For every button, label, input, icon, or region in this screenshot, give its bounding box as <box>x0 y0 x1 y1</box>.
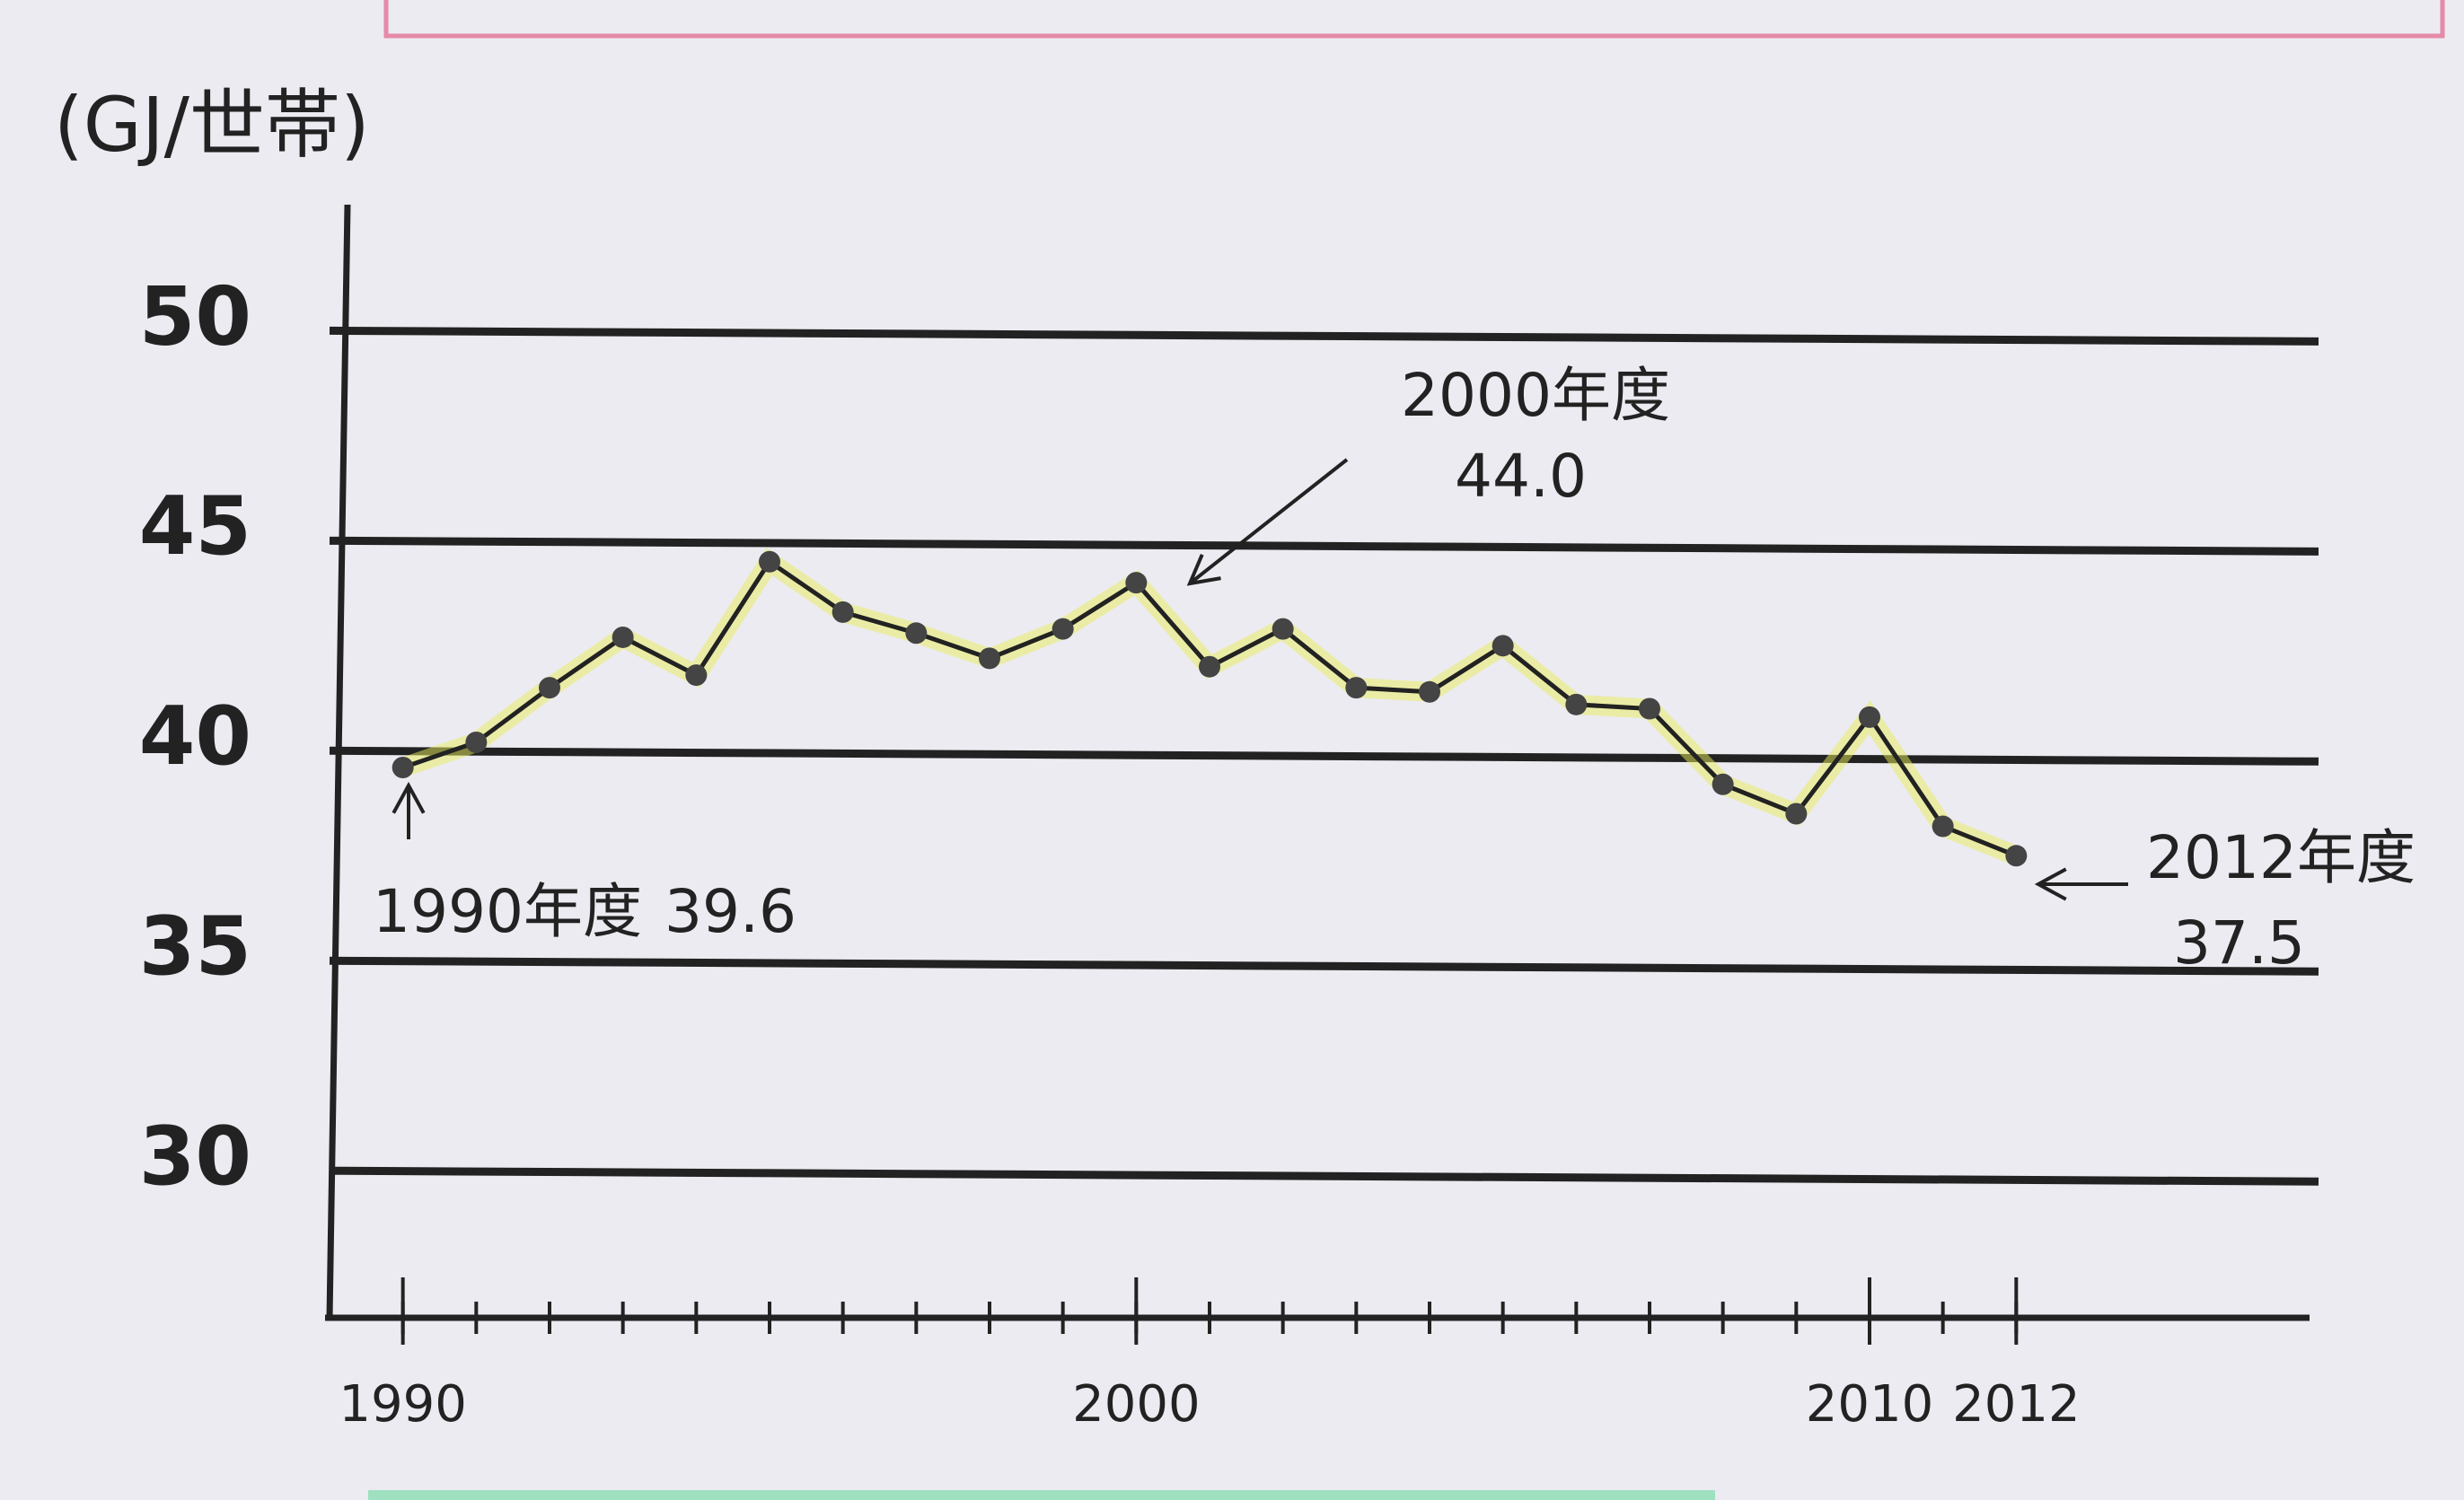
y-axis <box>326 204 351 1319</box>
grid-line <box>329 1166 2319 1186</box>
grid-line <box>329 956 2319 976</box>
bottom-strip <box>368 1490 1715 1500</box>
data-point <box>2005 845 2028 867</box>
title-box <box>383 0 2445 39</box>
annotation: 2012年度 <box>2146 823 2416 892</box>
x-tick-label: 1990 <box>339 1375 467 1434</box>
data-point <box>1345 677 1368 699</box>
data-point <box>1712 773 1734 795</box>
annotation-arrow <box>392 781 426 839</box>
x-tick-label: 2010 <box>1806 1375 1934 1434</box>
annotation: 1990年度 <box>373 877 642 946</box>
annotation: 44.0 <box>1455 442 1587 511</box>
data-point <box>759 550 780 573</box>
data-point <box>1125 572 1148 594</box>
data-point <box>1932 815 1954 838</box>
annotation-arrow <box>2034 867 2128 901</box>
y-tick-label: 40 <box>139 689 251 784</box>
data-point <box>905 622 928 645</box>
data-point <box>1859 706 1880 728</box>
data-point <box>465 731 488 753</box>
data-point <box>979 647 1000 670</box>
data-point <box>612 626 634 648</box>
annotation: 37.5 <box>2173 908 2305 978</box>
y-tick-label: 50 <box>139 269 251 364</box>
data-point <box>1419 680 1440 703</box>
annotation: 2000年度 <box>1401 361 1670 430</box>
annotation-arrow <box>1186 458 1349 586</box>
data-point <box>832 601 854 623</box>
y-tick-label: 30 <box>139 1110 251 1204</box>
y-tick-label: 45 <box>139 479 251 574</box>
data-point <box>1272 618 1294 640</box>
data-point <box>1565 693 1588 715</box>
data-point <box>1492 635 1514 657</box>
grid-line <box>329 536 2319 556</box>
data-point <box>1639 697 1660 720</box>
data-point <box>1199 655 1220 678</box>
annotation: 39.6 <box>664 877 796 946</box>
x-tick-label: 2012 <box>1952 1375 2081 1434</box>
data-point <box>685 664 708 687</box>
data-point <box>1052 618 1074 640</box>
data-point <box>539 677 560 699</box>
grid-line <box>329 746 2319 766</box>
data-point <box>1785 803 1808 825</box>
grid-line <box>329 326 2319 346</box>
axis-label: (GJ/世帯) <box>54 81 370 169</box>
y-tick-label: 35 <box>139 899 251 994</box>
x-tick-label: 2000 <box>1072 1375 1201 1434</box>
data-point <box>392 757 414 779</box>
